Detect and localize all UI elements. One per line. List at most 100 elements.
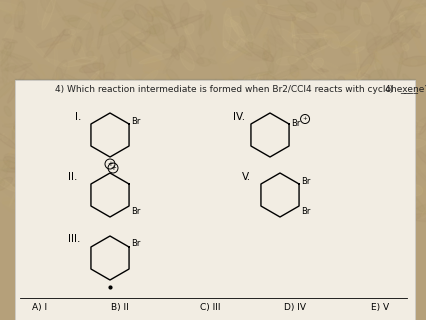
Ellipse shape (388, 93, 404, 113)
Ellipse shape (126, 158, 159, 177)
Ellipse shape (369, 106, 389, 136)
Ellipse shape (307, 174, 316, 181)
Ellipse shape (323, 164, 346, 190)
Ellipse shape (134, 32, 144, 39)
Ellipse shape (263, 43, 273, 74)
Ellipse shape (259, 74, 273, 85)
Ellipse shape (338, 167, 369, 189)
Ellipse shape (12, 122, 23, 133)
Ellipse shape (29, 161, 46, 182)
Ellipse shape (0, 161, 22, 168)
Ellipse shape (352, 47, 364, 53)
Ellipse shape (374, 59, 389, 88)
Ellipse shape (148, 86, 158, 93)
Ellipse shape (164, 109, 168, 119)
Ellipse shape (75, 207, 100, 214)
Ellipse shape (260, 104, 274, 121)
Ellipse shape (309, 116, 336, 129)
Ellipse shape (402, 74, 416, 95)
Ellipse shape (55, 171, 60, 182)
Ellipse shape (75, 138, 103, 146)
Ellipse shape (386, 130, 423, 135)
Ellipse shape (225, 160, 231, 177)
Ellipse shape (0, 2, 27, 14)
Ellipse shape (178, 187, 197, 199)
Ellipse shape (153, 88, 175, 101)
Ellipse shape (355, 154, 364, 171)
Ellipse shape (142, 154, 159, 182)
Ellipse shape (135, 4, 153, 21)
Ellipse shape (302, 175, 314, 177)
Ellipse shape (15, 180, 29, 189)
Ellipse shape (92, 62, 99, 69)
Ellipse shape (246, 204, 275, 228)
Ellipse shape (279, 107, 295, 135)
Ellipse shape (22, 159, 35, 180)
Ellipse shape (199, 136, 205, 153)
Ellipse shape (182, 24, 197, 57)
Ellipse shape (125, 153, 131, 161)
Ellipse shape (86, 148, 95, 156)
Ellipse shape (129, 26, 138, 36)
Ellipse shape (386, 139, 425, 150)
Ellipse shape (212, 79, 216, 104)
Ellipse shape (126, 44, 131, 67)
Ellipse shape (310, 206, 322, 222)
Ellipse shape (167, 96, 180, 101)
Text: C) III: C) III (199, 303, 220, 312)
Ellipse shape (225, 17, 262, 24)
Ellipse shape (237, 189, 244, 221)
Ellipse shape (291, 17, 317, 35)
Ellipse shape (380, 26, 412, 49)
Ellipse shape (93, 119, 101, 134)
Ellipse shape (154, 38, 186, 43)
Ellipse shape (68, 60, 86, 74)
Ellipse shape (184, 24, 194, 35)
Ellipse shape (0, 51, 31, 61)
Ellipse shape (100, 191, 109, 199)
Ellipse shape (340, 82, 357, 93)
Ellipse shape (132, 45, 150, 58)
Text: IV.: IV. (233, 112, 245, 122)
Ellipse shape (10, 10, 17, 18)
Ellipse shape (219, 127, 228, 137)
Ellipse shape (178, 187, 197, 195)
Ellipse shape (234, 100, 244, 110)
Ellipse shape (383, 97, 395, 118)
Ellipse shape (149, 205, 173, 218)
Ellipse shape (52, 155, 58, 161)
Ellipse shape (69, 208, 77, 219)
Ellipse shape (236, 128, 240, 135)
Ellipse shape (126, 74, 141, 86)
Ellipse shape (12, 129, 14, 140)
Ellipse shape (79, 63, 105, 73)
Ellipse shape (0, 172, 17, 191)
Ellipse shape (187, 159, 200, 163)
Ellipse shape (54, 119, 77, 122)
Ellipse shape (86, 51, 93, 58)
Ellipse shape (400, 204, 426, 224)
Ellipse shape (263, 74, 279, 89)
Ellipse shape (243, 76, 250, 86)
Ellipse shape (389, 142, 396, 146)
Ellipse shape (151, 115, 166, 126)
Ellipse shape (63, 29, 71, 36)
Ellipse shape (4, 154, 23, 163)
Ellipse shape (128, 96, 144, 129)
Ellipse shape (366, 0, 381, 7)
Ellipse shape (313, 26, 338, 38)
Ellipse shape (101, 172, 125, 190)
Ellipse shape (231, 183, 241, 192)
Ellipse shape (80, 96, 92, 104)
Ellipse shape (400, 202, 416, 213)
Ellipse shape (318, 89, 348, 102)
Ellipse shape (400, 0, 423, 21)
Ellipse shape (316, 151, 329, 159)
Ellipse shape (233, 197, 251, 202)
Ellipse shape (64, 74, 84, 85)
Ellipse shape (363, 139, 375, 177)
Ellipse shape (323, 30, 339, 49)
Ellipse shape (0, 133, 4, 140)
Ellipse shape (215, 92, 239, 100)
Ellipse shape (336, 4, 365, 18)
